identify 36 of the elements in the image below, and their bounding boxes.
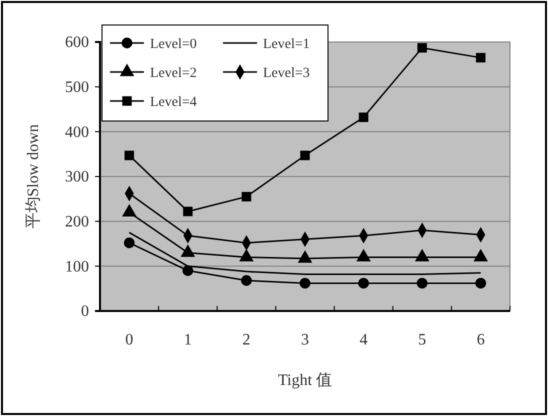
legend-label: Level=1 [263,37,310,52]
point [124,238,135,248]
x-tick-label: 2 [242,331,250,348]
y-tick-label: 400 [65,124,89,141]
y-tick-label: 0 [81,303,89,320]
x-tick-label: 6 [476,331,485,348]
y-tick-label: 500 [65,78,89,96]
point [241,275,252,286]
point [182,265,194,276]
x-tick-label: 4 [360,331,368,348]
legend-label: Level=0 [150,37,197,52]
x-tick-label: 1 [184,331,192,348]
point [183,206,193,216]
y-tick-label: 300 [65,168,89,186]
point [300,278,310,289]
x-tick-label: 0 [125,331,134,348]
point [476,52,486,62]
legend-label: Level=4 [150,95,197,110]
y-axis-title: 平均Slow down [25,124,42,229]
y-tick-label: 100 [65,258,89,276]
point [300,150,310,160]
x-tick-label: 3 [301,331,309,348]
point [416,278,428,289]
y-tick-label: 200 [65,213,89,230]
x-tick-label: 5 [418,331,426,348]
point [358,112,368,122]
legend-label: Level=3 [263,66,310,81]
point [417,43,427,53]
y-tick-label: 600 [65,34,89,52]
point [242,192,252,202]
point [475,278,486,289]
point [124,150,134,160]
legend-label: Level=2 [150,66,197,81]
point [358,278,369,289]
line-series [128,232,482,276]
x-axis-title: Tight 值 [278,372,332,389]
